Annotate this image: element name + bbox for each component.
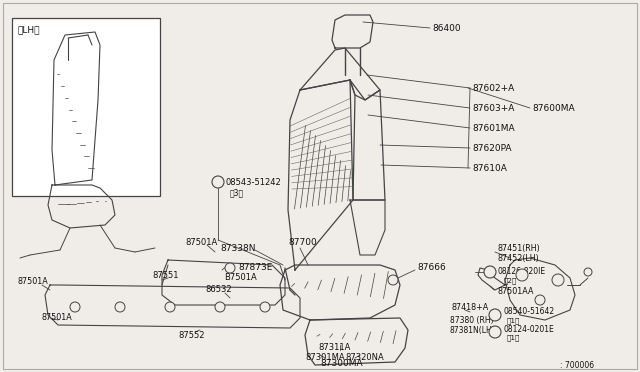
Text: 87610A: 87610A [472,164,507,173]
Text: 87666: 87666 [417,263,445,273]
Circle shape [212,176,224,188]
Text: 08126-820IE: 08126-820IE [498,267,546,276]
Text: 87501AA: 87501AA [498,288,534,296]
Text: 87501A: 87501A [185,237,217,247]
Text: （LH）: （LH） [18,26,40,35]
Text: 86532: 86532 [205,285,232,295]
Circle shape [215,302,225,312]
Text: 87873E: 87873E [238,263,273,273]
Text: S: S [493,312,497,318]
Text: 87381N(LH): 87381N(LH) [450,326,496,334]
Circle shape [484,266,496,278]
Text: （1）: （1） [507,318,520,324]
Text: 87552: 87552 [178,330,205,340]
Text: 08540-51642: 08540-51642 [503,308,554,317]
Text: 87600MA: 87600MA [532,103,575,112]
Text: : 700006: : 700006 [560,360,594,369]
Text: 87603+A: 87603+A [472,103,515,112]
Text: （2）: （2） [504,278,517,284]
Text: 87300MA: 87300MA [320,359,363,369]
Text: 87551: 87551 [152,270,179,279]
Text: 87601MA: 87601MA [472,124,515,132]
Circle shape [115,302,125,312]
Circle shape [535,295,545,305]
Text: 87620PA: 87620PA [472,144,511,153]
Circle shape [260,302,270,312]
Circle shape [552,274,564,286]
Text: 87320NA: 87320NA [345,353,384,362]
Text: 87700: 87700 [288,237,317,247]
Text: S: S [216,179,221,185]
Text: B7501A: B7501A [224,273,257,282]
Text: 87418+A: 87418+A [452,304,489,312]
Text: 08543-51242: 08543-51242 [226,177,282,186]
Text: 87380 (RH): 87380 (RH) [450,315,493,324]
Text: B: B [488,269,493,275]
Text: 87452(LH): 87452(LH) [498,253,540,263]
Text: 87338N: 87338N [220,244,255,253]
Text: （1）: （1） [507,335,520,341]
Circle shape [225,263,235,273]
Circle shape [489,326,501,338]
Text: B: B [492,329,498,335]
Circle shape [489,309,501,321]
Text: 87501A: 87501A [42,314,73,323]
Circle shape [516,269,528,281]
Text: （3）: （3） [230,189,244,198]
Circle shape [388,275,398,285]
Text: 87501A: 87501A [18,278,49,286]
Text: 86400: 86400 [432,23,461,32]
Circle shape [70,302,80,312]
Text: 87311A: 87311A [318,343,350,353]
Bar [12,18,160,196]
Text: 87602+A: 87602+A [472,83,515,93]
Text: 87451(RH): 87451(RH) [498,244,541,253]
Text: 87301MA: 87301MA [305,353,344,362]
Text: 08124-0201E: 08124-0201E [503,324,554,334]
Circle shape [165,302,175,312]
